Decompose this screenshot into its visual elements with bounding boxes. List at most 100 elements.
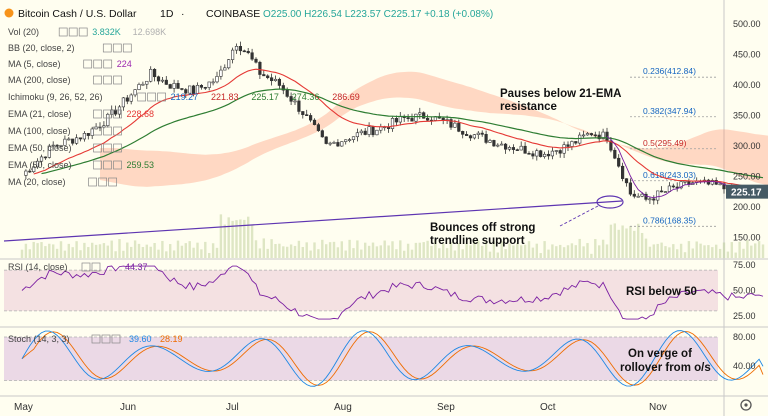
settings-gear-icon xyxy=(740,399,752,411)
price-axis-tick: 300.00 xyxy=(733,141,761,151)
candle xyxy=(519,141,523,151)
volume-bar xyxy=(414,242,418,258)
volume-bar xyxy=(223,224,226,258)
volume-bar xyxy=(75,241,78,258)
stoch-band xyxy=(4,337,718,381)
candle xyxy=(359,129,363,136)
volume-bar xyxy=(438,248,441,258)
annotation-support-1: Bounces off strong xyxy=(430,222,535,234)
volume-bar xyxy=(379,245,382,258)
volume-bar xyxy=(461,249,464,258)
volume-bar xyxy=(457,243,460,258)
candle-body xyxy=(32,166,36,173)
candle xyxy=(679,181,683,190)
volume-bar xyxy=(297,240,301,258)
volume-bar xyxy=(625,228,628,258)
candle-body xyxy=(484,134,488,143)
price-axis-tick: 200.00 xyxy=(733,202,761,212)
candle-body xyxy=(43,156,47,159)
candle xyxy=(149,66,153,83)
candle-body xyxy=(418,112,422,115)
volume-bar xyxy=(738,241,741,258)
candle-body xyxy=(71,138,75,144)
candle xyxy=(141,81,145,86)
candle xyxy=(312,118,317,126)
volume-bar xyxy=(231,220,234,258)
volume-bar xyxy=(114,251,117,258)
candle-body xyxy=(648,198,652,201)
candle-body xyxy=(581,134,586,137)
candle-body xyxy=(659,190,664,193)
indicator-value: 228.68 xyxy=(127,109,155,119)
candle-body xyxy=(266,75,270,79)
volume-bar xyxy=(235,220,238,258)
volume-bar xyxy=(157,249,160,258)
candle-body xyxy=(347,139,352,141)
candle-body xyxy=(35,160,40,168)
volume-bar xyxy=(562,247,566,258)
volume-bar xyxy=(539,253,542,258)
volume-bar xyxy=(106,245,109,258)
candle xyxy=(484,130,488,145)
candle xyxy=(293,96,297,105)
candle-body xyxy=(273,78,278,82)
candle xyxy=(59,144,63,148)
candle-body xyxy=(476,132,480,135)
candle xyxy=(199,84,204,90)
candle xyxy=(624,178,629,187)
volume-bar xyxy=(133,240,137,258)
indicator-label: EMA (21, close) xyxy=(8,109,72,119)
candle xyxy=(238,41,243,56)
volume-bar xyxy=(707,245,710,258)
candle xyxy=(106,112,110,128)
candle-body xyxy=(468,135,473,139)
volume-bar xyxy=(149,246,152,258)
candle xyxy=(336,139,340,147)
candle-body xyxy=(652,198,656,201)
candle-body xyxy=(414,113,418,122)
volume-bar xyxy=(208,252,211,258)
support-trendline xyxy=(3,200,623,242)
candle-body xyxy=(355,132,360,138)
ema21-line xyxy=(33,68,764,189)
indicator-control-icon xyxy=(58,27,68,37)
volume-bar xyxy=(473,241,476,258)
currency-icon xyxy=(4,8,14,18)
candles xyxy=(24,41,765,205)
ohlc-readout: O225.00 H226.54 L223.57 C225.17 +0.18 (+… xyxy=(263,9,493,20)
candle xyxy=(648,196,652,205)
candle xyxy=(219,65,223,80)
volume-bar xyxy=(67,243,70,258)
candle-body xyxy=(168,84,172,89)
candle-body xyxy=(683,180,687,183)
candle-body xyxy=(507,147,512,150)
rsi-control-icon xyxy=(81,262,91,272)
candle xyxy=(663,190,668,193)
indicator-value: 274.36 xyxy=(292,92,320,102)
candle xyxy=(71,138,75,146)
fib-level-label: 0.382(347.94) xyxy=(643,106,696,116)
candle xyxy=(355,128,360,142)
rsi-control-icon xyxy=(91,262,101,272)
volume-bar xyxy=(718,248,722,258)
candle xyxy=(78,137,83,142)
volume-bar xyxy=(305,242,308,258)
candle-body xyxy=(367,126,371,135)
candle xyxy=(289,92,293,105)
volume-bar xyxy=(660,242,663,258)
candle-body xyxy=(184,89,188,94)
candle-body xyxy=(656,190,660,201)
candle-body xyxy=(199,85,204,88)
indicator-control-icon xyxy=(102,43,112,53)
candle xyxy=(406,114,410,122)
annotation-stoch-2: rollover from o/s xyxy=(620,362,711,374)
volume-bar xyxy=(578,238,581,258)
candle xyxy=(562,141,566,158)
candle xyxy=(176,80,180,89)
candle-body xyxy=(546,153,551,157)
candle-body xyxy=(129,94,133,102)
candle-body xyxy=(503,143,508,150)
volume-bar xyxy=(430,245,433,258)
